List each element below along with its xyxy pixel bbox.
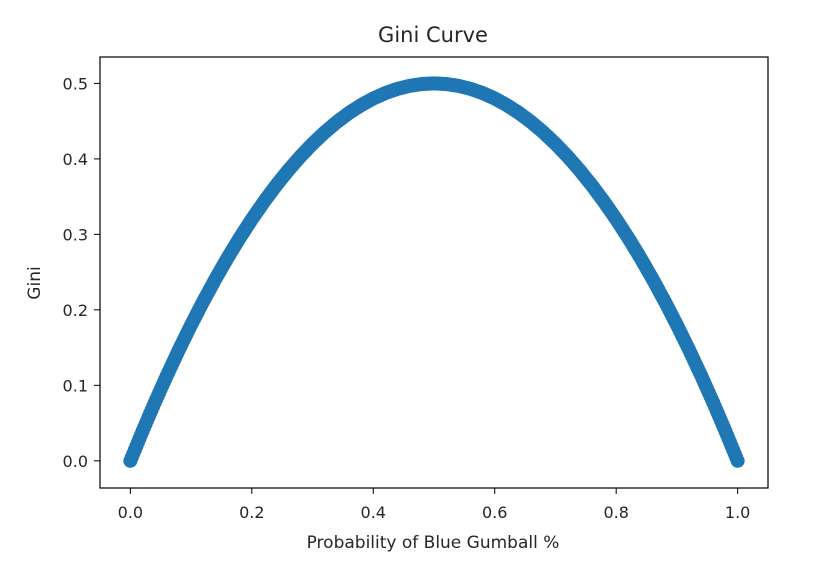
x-tick-label: 0.8 — [603, 503, 628, 522]
data-point — [730, 453, 745, 468]
y-tick-label: 0.1 — [63, 376, 88, 395]
x-tick-label: 0.0 — [118, 503, 143, 522]
x-axis-label: Probability of Blue Gumball % — [307, 533, 560, 553]
x-tick-label: 1.0 — [725, 503, 750, 522]
y-tick-label: 0.4 — [63, 150, 88, 169]
x-tick-label: 0.4 — [361, 503, 386, 522]
y-tick-label: 0.2 — [63, 301, 88, 320]
y-tick-label: 0.3 — [63, 225, 88, 244]
x-tick-label: 0.6 — [482, 503, 507, 522]
data-points — [123, 76, 745, 468]
y-axis-label: Gini — [25, 266, 45, 299]
y-tick-label: 0.5 — [63, 74, 88, 93]
plot-frame — [99, 56, 769, 489]
y-axis-ticks: 0.0 0.1 0.2 0.3 0.4 0.5 — [63, 74, 100, 471]
x-tick-label: 0.2 — [239, 503, 264, 522]
x-axis-ticks: 0.0 0.2 0.4 0.6 0.8 1.0 — [118, 488, 750, 522]
y-tick-label: 0.0 — [63, 452, 88, 471]
chart-title: Gini Curve — [378, 23, 488, 47]
